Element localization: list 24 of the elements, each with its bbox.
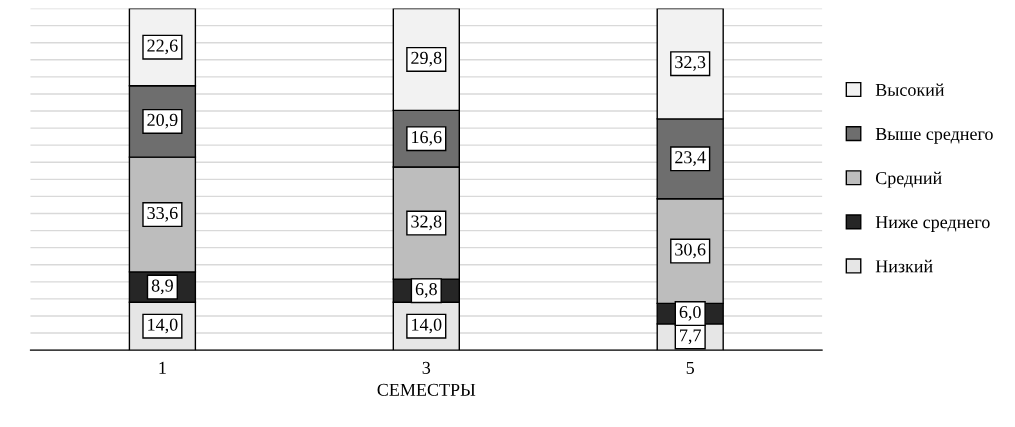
legend-label: Высокий xyxy=(875,83,945,96)
legend-label: Выше среднего xyxy=(875,128,993,144)
legend-label: Средний xyxy=(875,171,942,188)
data-label: 6,8 xyxy=(415,283,437,298)
data-label: 20,9 xyxy=(147,113,178,129)
data-label: 14,0 xyxy=(412,318,442,334)
x-tick-label: 1 xyxy=(159,361,166,374)
legend-label: Низкий xyxy=(875,259,933,273)
data-label: 29,8 xyxy=(411,51,442,67)
x-tick-label: 5 xyxy=(686,361,695,374)
data-label: 14,0 xyxy=(148,318,178,334)
data-label: 8,9 xyxy=(151,279,173,295)
data-label: 32,8 xyxy=(411,215,442,231)
x-axis-title: СЕМЕСТРЫ xyxy=(377,383,476,396)
data-label: 23,4 xyxy=(675,151,706,166)
x-tick-label: 3 xyxy=(422,361,431,374)
data-label: 33,6 xyxy=(147,206,178,222)
data-label: 16,6 xyxy=(412,131,442,146)
data-label: 32,3 xyxy=(675,56,706,71)
data-label: 7,7 xyxy=(680,329,701,345)
legend-label: Ниже среднего xyxy=(875,216,990,232)
data-label: 22,6 xyxy=(147,39,178,55)
data-label: 6,0 xyxy=(679,305,701,321)
data-label: 30,6 xyxy=(675,243,706,259)
